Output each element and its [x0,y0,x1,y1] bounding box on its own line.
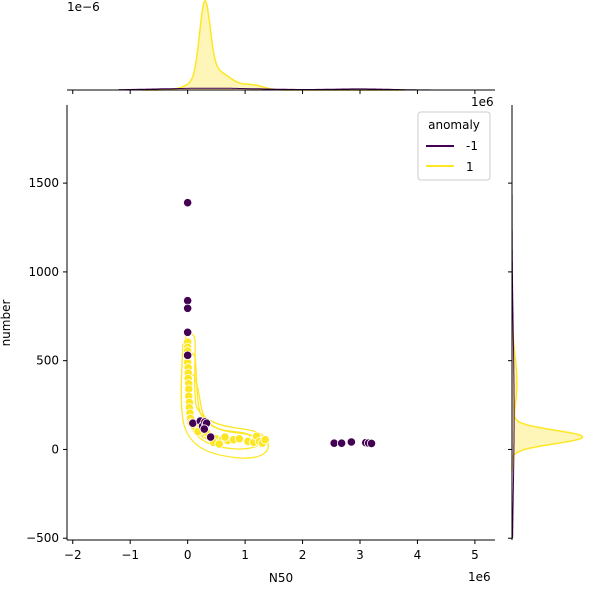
top-marginal-density-line [141,0,405,91]
anomaly-point [337,438,347,448]
y-axis-ticks: −500 0 500 1000 1500 [26,176,67,545]
top-marginal-density-fill [141,0,405,90]
top-marginal-ticks [72,90,476,94]
x-tick-label: 0 [184,548,192,562]
right-marginal-density-fill [512,325,583,471]
normal-point [220,432,230,442]
main-plot-area: −2 −1 0 1 2 3 4 5 −500 0 500 1000 1500 N50 1e6 numb… [0,105,495,585]
legend-label-normal: 1 [466,160,474,174]
legend-label-neg: -1 [466,139,478,153]
right-marginal-density-line [511,325,584,471]
y-tick-label: −500 [26,531,59,545]
x-tick-label: 1 [241,548,249,562]
right-marginal-panel: 1e6 [471,95,584,540]
anomaly-point [188,418,198,428]
normal-point [234,434,244,444]
legend: anomaly -1 1 [417,111,491,181]
top-marginal-panel: 1e−6 [67,0,495,94]
x-axis-offset-text: 1e6 [468,570,491,584]
y-tick-label: 500 [36,354,59,368]
anomaly-point [183,350,193,360]
x-tick-label: −2 [64,548,82,562]
y-tick-label: 0 [51,442,59,456]
x-axis-ticks: −2 −1 0 1 2 3 4 5 [64,540,479,562]
anomaly-point [183,198,193,208]
anomaly-point [346,437,356,447]
anomaly-point [183,303,193,313]
x-tick-label: 4 [414,548,422,562]
anomaly-point [366,438,377,449]
anomaly-point [206,432,216,442]
anomaly-point [183,296,193,306]
right-marginal-offset-text: 1e6 [471,95,494,109]
anomaly-point [199,424,209,434]
top-marginal-offset-text: 1e−6 [67,0,100,14]
legend-title: anomaly [428,118,480,132]
y-axis-label: number [0,300,13,347]
y-tick-label: 1500 [28,176,59,190]
anomaly-point [183,327,193,337]
x-tick-label: 5 [471,548,479,562]
x-tick-label: 3 [356,548,364,562]
x-tick-label: −1 [121,548,139,562]
top-marginal-density-line-neg [118,87,447,91]
normal-point [260,435,270,445]
right-marginal-ticks [508,182,512,539]
scatter-points [183,198,377,449]
normal-point [214,439,224,449]
x-tick-label: 2 [299,548,307,562]
x-axis-label: N50 [269,571,293,585]
y-tick-label: 1000 [28,265,59,279]
